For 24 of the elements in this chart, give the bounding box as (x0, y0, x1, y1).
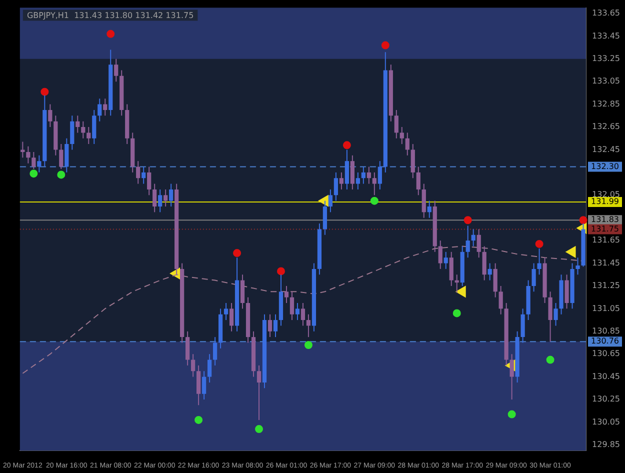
y-tick-label: 131.65 (592, 236, 620, 245)
y-tick-label: 132.85 (592, 99, 620, 108)
ref-line-label: 132.30 (591, 162, 620, 171)
y-tick-label: 131.45 (592, 258, 620, 268)
y-tick-label: 131.05 (592, 304, 620, 313)
y-tick-label: 130.05 (592, 417, 620, 426)
ref-line-label: 130.76 (591, 336, 620, 346)
y-tick-label: 132.45 (592, 144, 620, 154)
y-tick-label: 130.25 (592, 394, 620, 404)
y-tick-label: 131.25 (592, 281, 620, 290)
y-tick-label: 133.65 (592, 8, 620, 18)
y-tick-label: 130.85 (592, 326, 620, 336)
chart-title: GBPJPY,H1 131.43 131.80 131.42 131.75 (26, 10, 194, 20)
y-tick-label: 132.65 (592, 122, 620, 132)
y-tick-label: 130.65 (592, 349, 620, 358)
y-tick-label: 129.85 (592, 440, 620, 449)
y-tick-label: 132.05 (592, 190, 620, 200)
ref-line-label: 131.75 (591, 224, 620, 234)
ref-line-label: 131.83 (591, 215, 620, 224)
ref-line-label: 131.99 (591, 197, 620, 206)
y-tick-label: 130.45 (592, 372, 620, 381)
y-tick-label: 133.45 (592, 31, 620, 40)
y-tick-label: 133.05 (592, 76, 620, 86)
y-tick-label: 133.25 (592, 54, 620, 63)
